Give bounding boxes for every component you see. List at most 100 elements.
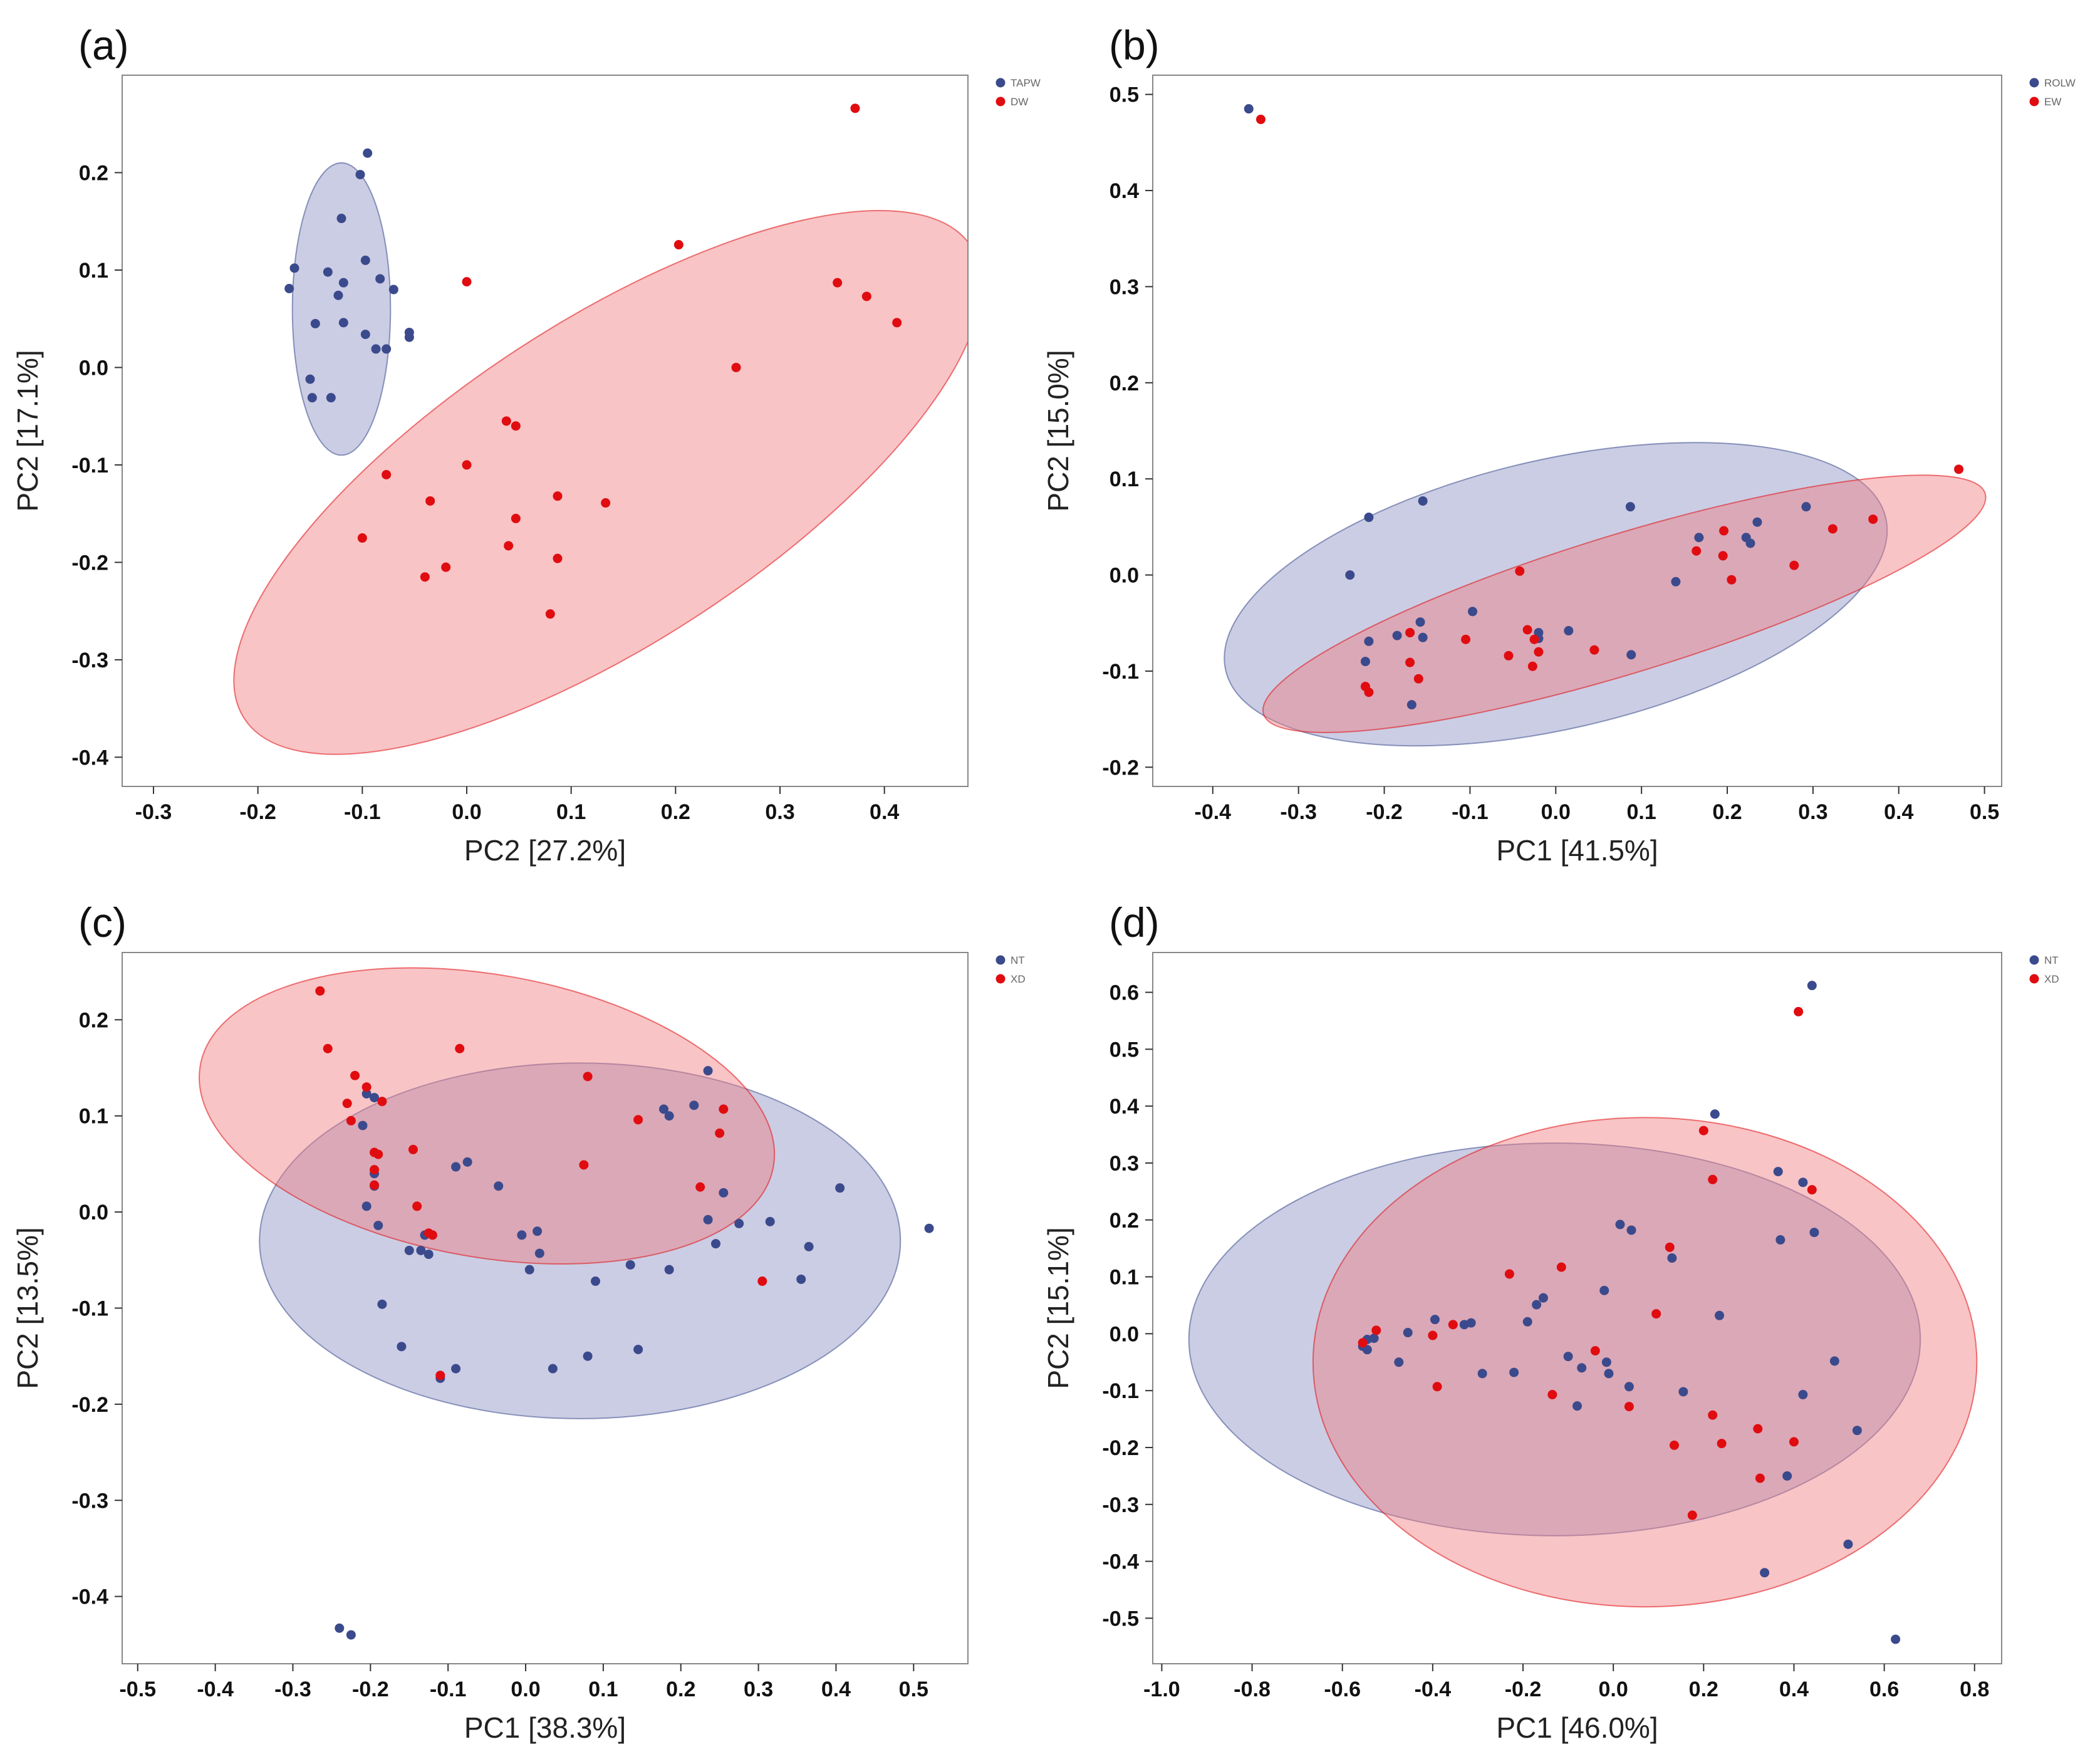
data-point-ew bbox=[1719, 526, 1729, 536]
y-tick-label: -0.3 bbox=[71, 649, 108, 672]
data-point-rolw bbox=[1364, 636, 1374, 646]
data-point-ew bbox=[1504, 650, 1514, 660]
y-tick-label: -0.3 bbox=[71, 1489, 108, 1513]
data-point-nt bbox=[377, 1299, 387, 1309]
data-point-nt bbox=[451, 1364, 461, 1374]
data-point-tapw bbox=[375, 274, 385, 284]
data-point-tapw bbox=[336, 214, 346, 224]
x-tick-label: -0.3 bbox=[135, 800, 172, 824]
y-tick-label: 0.6 bbox=[1110, 981, 1139, 1005]
plot-frame bbox=[1152, 952, 2002, 1664]
data-point-tapw bbox=[382, 344, 392, 354]
data-point-rolw bbox=[1360, 657, 1370, 667]
data-point-dw bbox=[545, 609, 555, 619]
data-point-xd bbox=[1556, 1262, 1566, 1272]
data-point-rolw bbox=[1418, 496, 1428, 506]
data-point-nt bbox=[451, 1162, 461, 1172]
data-point-dw bbox=[511, 513, 521, 523]
x-tick-label: 0.2 bbox=[1689, 1678, 1718, 1701]
plot-frame bbox=[122, 75, 969, 787]
data-point-nt bbox=[1626, 1225, 1636, 1235]
y-axis-label: PC2 [17.1%] bbox=[11, 350, 44, 511]
data-point-ew bbox=[1718, 551, 1728, 561]
data-point-xd bbox=[323, 1043, 333, 1053]
legend-label-rolw: ROLW bbox=[2044, 77, 2076, 89]
data-point-tapw bbox=[360, 330, 370, 340]
data-point-nt bbox=[658, 1104, 668, 1114]
data-point-nt bbox=[548, 1364, 558, 1374]
y-axis-label: PC2 [13.5%] bbox=[11, 1227, 44, 1389]
data-point-nt bbox=[1538, 1293, 1548, 1303]
data-point-xd bbox=[373, 1149, 383, 1159]
data-point-nt bbox=[1604, 1369, 1614, 1379]
x-axis-label: PC2 [27.2%] bbox=[464, 834, 626, 867]
data-point-nt bbox=[1678, 1387, 1688, 1397]
data-point-xd bbox=[346, 1115, 356, 1125]
y-tick-label: 0.1 bbox=[1110, 467, 1139, 491]
x-tick-label: 0.5 bbox=[1970, 800, 1999, 824]
data-point-nt bbox=[370, 1093, 380, 1103]
data-point-tapw bbox=[388, 284, 398, 295]
data-point-ew bbox=[1827, 524, 1838, 534]
y-tick-label: 0.4 bbox=[1110, 179, 1139, 203]
data-point-nt bbox=[703, 1214, 713, 1224]
x-tick-label: -0.2 bbox=[1505, 1678, 1542, 1701]
data-point-nt bbox=[835, 1183, 845, 1193]
data-point-xd bbox=[583, 1072, 593, 1082]
data-point-xd bbox=[1504, 1269, 1514, 1279]
data-point-nt bbox=[1459, 1320, 1469, 1330]
data-point-nt bbox=[1532, 1300, 1542, 1310]
confidence-ellipse-dw bbox=[233, 210, 968, 755]
data-point-xd bbox=[427, 1230, 437, 1240]
plot-area bbox=[233, 103, 968, 755]
y-tick-label: -0.3 bbox=[1102, 1493, 1139, 1517]
panel-label: (c) bbox=[78, 899, 127, 946]
data-point-rolw bbox=[1392, 630, 1402, 640]
y-tick-label: -0.4 bbox=[71, 1585, 108, 1609]
panel-a: (a) -0.3 -0.2 -0.1 0.0 0.1 0.2 0.3 0.4 -0.4 -0.3 -0… bbox=[11, 22, 1041, 867]
y-tick-label: 0.0 bbox=[1110, 1322, 1139, 1346]
x-tick-label: 0.1 bbox=[1627, 800, 1656, 824]
y-tick-label: 0.2 bbox=[79, 1008, 108, 1032]
data-point-xd bbox=[315, 986, 325, 996]
y-tick-label: 0.0 bbox=[79, 356, 108, 380]
data-point-nt bbox=[358, 1120, 368, 1130]
data-point-ew bbox=[1727, 575, 1737, 585]
data-point-nt bbox=[1798, 1390, 1808, 1400]
data-point-rolw bbox=[1345, 570, 1355, 580]
data-point-nt bbox=[1782, 1471, 1792, 1481]
data-point-tapw bbox=[338, 318, 348, 328]
data-point-rolw bbox=[1745, 538, 1755, 548]
data-point-rolw bbox=[1694, 533, 1704, 543]
data-point-rolw bbox=[1468, 607, 1478, 617]
data-point-nt bbox=[719, 1187, 729, 1198]
data-point-nt bbox=[1775, 1235, 1786, 1245]
plot-area bbox=[1224, 104, 1987, 747]
y-tick-label: 0.3 bbox=[1110, 1152, 1139, 1176]
data-point-tapw bbox=[310, 318, 320, 328]
data-point-nt bbox=[924, 1223, 934, 1233]
x-tick-label: 0.4 bbox=[1779, 1678, 1809, 1701]
x-tick-label: 0.0 bbox=[1599, 1678, 1628, 1701]
data-point-nt bbox=[397, 1342, 407, 1352]
data-point-nt bbox=[591, 1276, 601, 1286]
data-point-nt bbox=[361, 1088, 372, 1099]
y-axis-label: PC2 [15.1%] bbox=[1042, 1227, 1074, 1389]
x-tick-label: 0.4 bbox=[821, 1678, 851, 1701]
legend: NT XD bbox=[995, 954, 1026, 985]
data-point-nt bbox=[710, 1239, 720, 1249]
data-point-nt bbox=[583, 1351, 593, 1361]
data-point-nt bbox=[765, 1216, 775, 1226]
data-point-dw bbox=[425, 496, 435, 506]
legend-marker-nt bbox=[995, 955, 1006, 965]
legend-marker-nt bbox=[2029, 955, 2039, 965]
data-point-rolw bbox=[1564, 626, 1574, 636]
x-tick-label: 0.3 bbox=[1798, 800, 1827, 824]
x-tick-label: -0.1 bbox=[1452, 800, 1489, 824]
data-point-nt bbox=[664, 1111, 674, 1121]
data-point-xd bbox=[370, 1180, 380, 1190]
data-point-xd bbox=[1624, 1402, 1634, 1412]
legend-marker-xd bbox=[995, 974, 1006, 984]
x-tick-label: 0.0 bbox=[1541, 800, 1571, 824]
data-point-nt bbox=[1798, 1177, 1808, 1187]
